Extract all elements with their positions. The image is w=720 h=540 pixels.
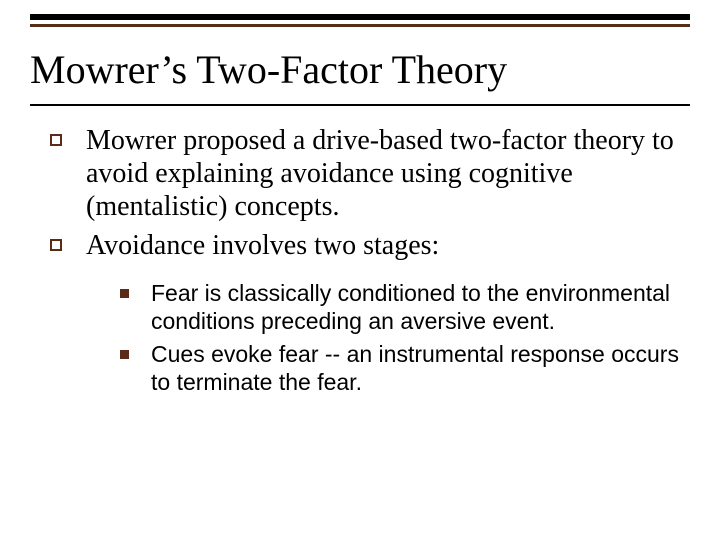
bullet-item: Avoidance involves two stages: [50,229,680,262]
slide-title: Mowrer’s Two-Factor Theory [30,48,690,92]
top-decorative-bar [30,14,690,20]
accent-decorative-bar [30,24,690,27]
sub-bullet-group: Fear is classically conditioned to the e… [120,280,680,396]
sub-bullet-item: Fear is classically conditioned to the e… [120,280,680,335]
slide-body: Mowrer proposed a drive-based two-factor… [50,124,680,403]
title-underline [30,104,690,106]
bullet-text: Mowrer proposed a drive-based two-factor… [86,124,680,223]
bullet-text: Avoidance involves two stages: [86,229,439,262]
filled-square-icon [120,289,129,298]
sub-bullet-item: Cues evoke fear -- an instrumental respo… [120,341,680,396]
sub-bullet-text: Cues evoke fear -- an instrumental respo… [151,341,680,396]
slide: Mowrer’s Two-Factor Theory Mowrer propos… [0,0,720,540]
hollow-square-icon [50,134,62,146]
bullet-item: Mowrer proposed a drive-based two-factor… [50,124,680,223]
filled-square-icon [120,350,129,359]
sub-bullet-text: Fear is classically conditioned to the e… [151,280,680,335]
hollow-square-icon [50,239,62,251]
